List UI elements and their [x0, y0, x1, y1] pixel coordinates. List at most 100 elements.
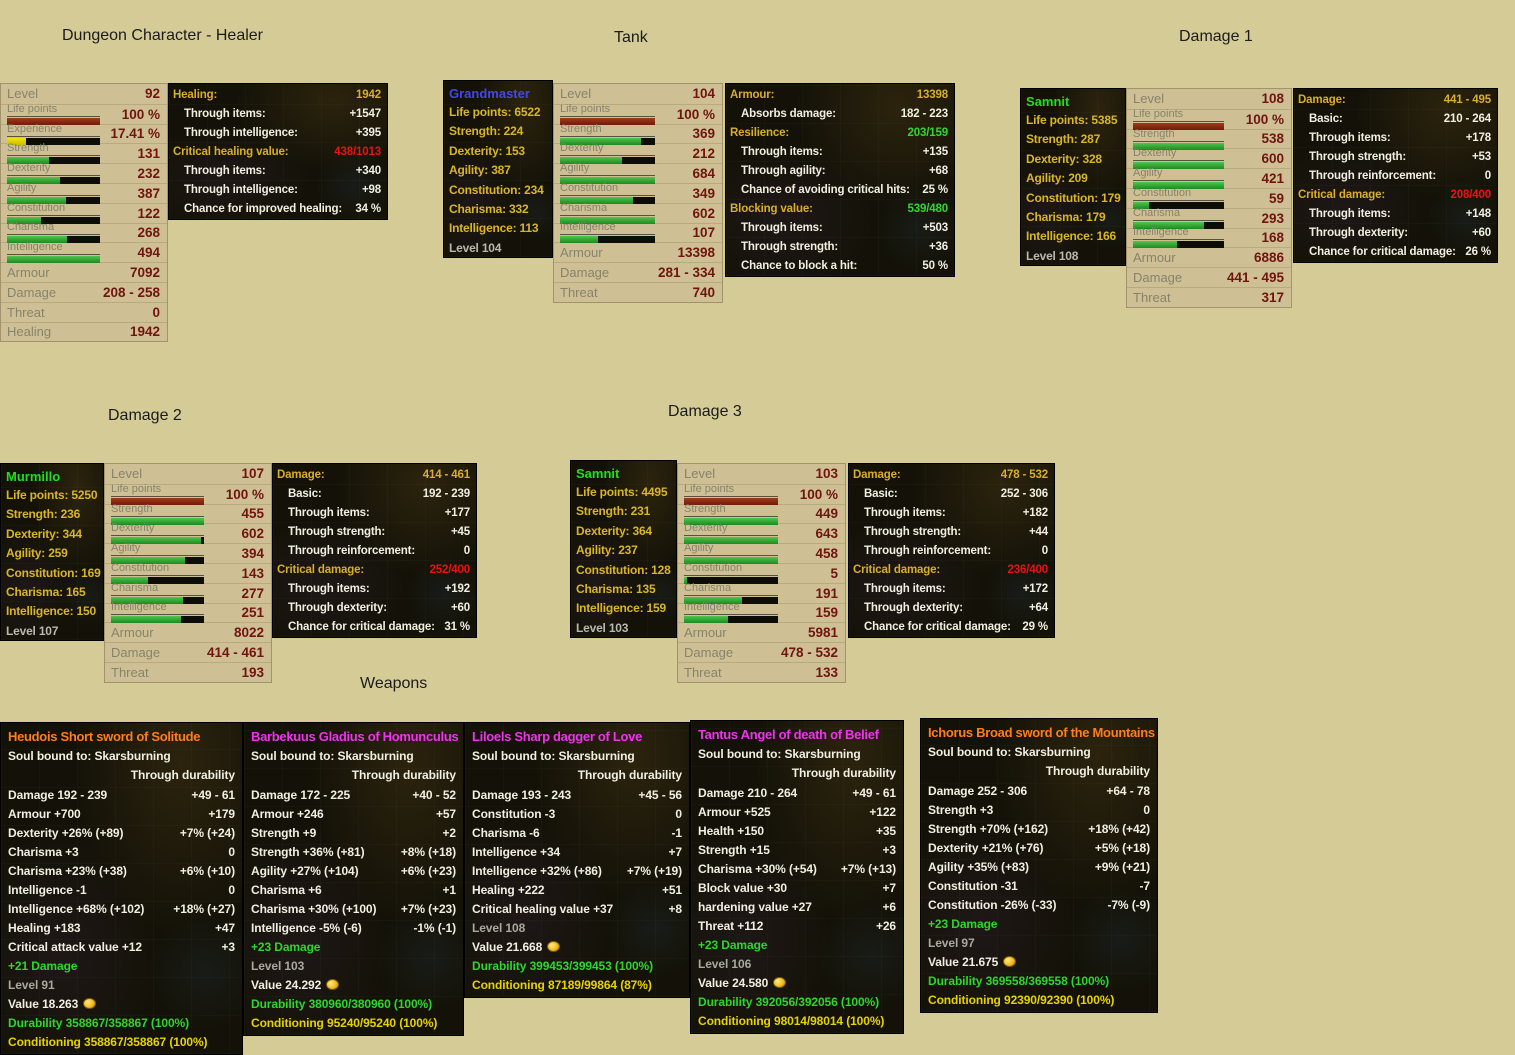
tooltip-label: Through reinforcement: [1309, 169, 1437, 182]
tooltip-value: 0 [1041, 544, 1048, 557]
weapon-stat-value: -7 [1139, 878, 1151, 893]
weapon-stat-label: Healing +222 [472, 882, 545, 897]
stat-left: Threat [1133, 290, 1232, 305]
stat-left: Constitution [1133, 188, 1232, 209]
character-stat-line: Agility: 209 [1026, 171, 1088, 186]
weapon-stat-rows: Damage 210 - 264 +49 - 61 Armour +525 +1… [698, 783, 896, 935]
weapon-stat-label: Agility +35% (+83) [928, 859, 1029, 874]
stat-left: Dexterity [111, 523, 212, 545]
stat-label: Threat [7, 304, 45, 320]
weapon-stat-row: Constitution -3 0 [472, 804, 682, 823]
stat-value: 455 [241, 506, 264, 522]
stat-bar [1133, 182, 1224, 190]
stat-bar [1133, 142, 1224, 150]
stat-bar [7, 117, 100, 125]
stat-row: Dexterity 212 [554, 143, 722, 165]
stat-left: Charisma [560, 203, 663, 224]
weapon-soulbound: Soul bound to: Skarsburning [928, 745, 1091, 759]
weapon-stat-label: Damage 193 - 243 [472, 787, 572, 802]
weapon-footer-text: +23 Damage [251, 939, 321, 954]
weapon-stat-label: Charisma +30% (+100) [251, 901, 377, 916]
weapon-stat-label: Damage 252 - 306 [928, 783, 1028, 798]
stat-value: 232 [137, 166, 160, 182]
stat-bar-fill [560, 137, 641, 145]
weapon-stat-label: hardening value +27 [698, 899, 812, 914]
weapon-footer-line: Conditioning 92390/92390 (100%) [928, 990, 1150, 1009]
weapon-stat-value: -7% (-9) [1107, 897, 1150, 912]
stat-left: Healing [7, 324, 108, 339]
stat-label: Dexterity [111, 523, 204, 537]
stat-label: Threat [1133, 289, 1171, 305]
stat-bar-fill [111, 616, 181, 624]
stat-bar-fill [560, 196, 634, 204]
stat-value: 103 [815, 466, 838, 482]
stat-label: Intelligence [111, 602, 204, 616]
stat-row: Level 104 [554, 84, 722, 104]
tooltip-value: 0 [463, 544, 470, 557]
tooltip-row: Critical healing value: 438/1013 [169, 142, 387, 161]
character-stat-line: Life points: 6522 [449, 105, 541, 119]
stat-row: Intelligence 494 [1, 242, 167, 264]
stat-row: Damage 414 - 461 [105, 642, 271, 662]
tooltip-row: Through items: +503 [726, 218, 954, 237]
stat-label: Level [560, 86, 592, 102]
stat-label: Strength [7, 143, 100, 157]
tooltip-row: Blocking value: 539/480 [726, 199, 954, 218]
stat-bar-fill [684, 596, 743, 604]
stat-value: 191 [815, 585, 838, 601]
weapon-stat-label: Charisma +6 [251, 882, 322, 897]
weapon-stat-row: Damage 192 - 239 +49 - 61 [8, 785, 235, 804]
tooltip-row: Through items: +192 [273, 579, 476, 598]
character-tooltip-damage1: Samnit Life points: 5385 Strength: 287 Dex… [1020, 88, 1126, 266]
tooltip-value: 50 % [922, 259, 948, 272]
tooltip-row: Through items: +177 [273, 503, 476, 522]
tooltip-value: 192 - 239 [422, 487, 470, 500]
dungeon-overview-screen: { "titles": { "healer": "Dungeon Charact… [0, 27, 1498, 1055]
weapon-stat-label: Critical attack value +12 [8, 939, 142, 954]
weapon-footer-text: Level 91 [8, 977, 55, 992]
tooltip-value: 252 - 306 [1000, 487, 1048, 500]
stat-value: 104 [692, 86, 715, 102]
weapon-stat-label: Strength +70% (+162) [928, 821, 1049, 836]
stat-bar-fill [560, 177, 655, 185]
character-stat-line: Intelligence: 159 [576, 601, 666, 616]
stat-bar [111, 557, 204, 565]
character-stat-line: Charisma: 165 [6, 584, 86, 599]
tooltip-label: Critical damage: [853, 563, 941, 576]
stat-bar [684, 517, 778, 525]
tooltip-row: Critical damage: 252/400 [273, 560, 476, 579]
stat-label: Charisma [7, 222, 100, 236]
tooltip-value: 210 - 264 [1443, 112, 1491, 125]
character-name: Samnit [1026, 94, 1070, 109]
coin-icon [326, 979, 340, 990]
weapon-stat-row: Damage 210 - 264 +49 - 61 [698, 783, 896, 802]
weapon-stat-value: +8 [668, 901, 683, 916]
coin-icon [773, 977, 787, 988]
stat-left: Intelligence [7, 242, 108, 264]
stat-bar [7, 216, 100, 224]
stat-label: Threat [111, 664, 149, 680]
stat-label: Charisma [560, 203, 655, 216]
character-tooltip-damage3: Samnit Life points: 4495 Strength: 231 Dex… [570, 460, 677, 638]
weapon-footer-text: +23 Damage [928, 916, 998, 931]
stat-value: 349 [692, 185, 715, 201]
tooltip-value: +98 [361, 183, 381, 196]
stat-label: Dexterity [7, 163, 100, 177]
stat-bar [111, 497, 204, 505]
damage1-stats-panel: Level 108 Life points 100 % Strength 538… [1126, 88, 1292, 308]
weapon-footer-line: Value 18.263 [8, 994, 235, 1013]
stat-value: 684 [692, 166, 715, 182]
weapon-stat-row: Charisma +30% (+54) +7% (+13) [698, 859, 896, 878]
weapon-stat-value: +7% (+13) [840, 861, 896, 876]
tooltip-value: +68 [928, 164, 948, 177]
stat-row: Agility 394 [105, 543, 271, 565]
stat-row: Life points 100 % [554, 104, 722, 125]
stat-left: Level [7, 86, 108, 101]
stat-bar-fill [560, 216, 655, 224]
stat-row: Charisma 277 [105, 583, 271, 604]
stat-bar [111, 616, 204, 624]
character-stat-line: Constitution: 234 [449, 182, 544, 197]
tooltip-row: Through strength: +45 [273, 522, 476, 541]
tooltip-value: +192 [444, 582, 470, 595]
weapon-stat-row: Intelligence -1 0 [8, 880, 235, 899]
